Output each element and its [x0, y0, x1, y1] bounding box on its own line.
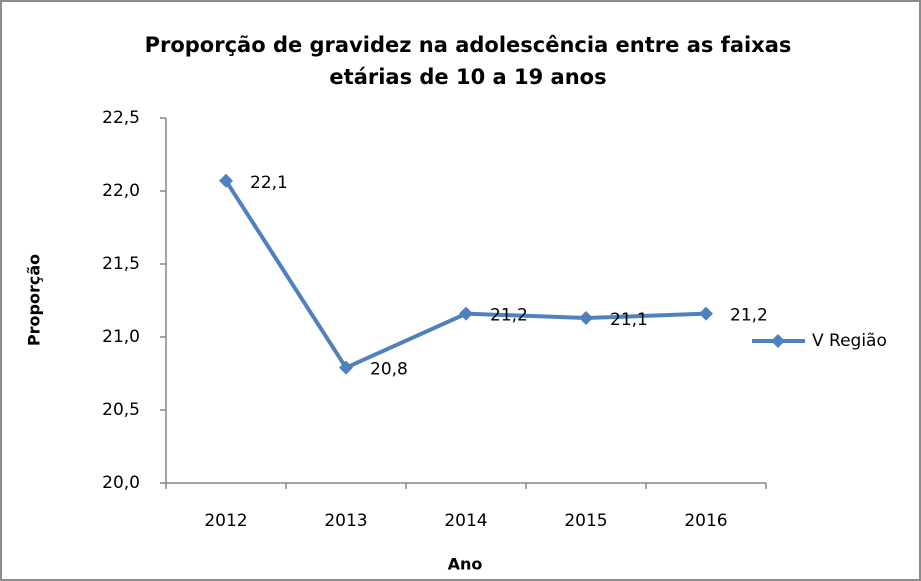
- x-tick-label: 2014: [444, 511, 487, 531]
- y-tick-label: 22,5: [102, 108, 140, 128]
- data-point: [699, 306, 713, 321]
- legend-label: V Região: [812, 331, 887, 351]
- y-tick-label: 22,0: [102, 181, 140, 201]
- data-point: [339, 360, 353, 375]
- data-label: 21,1: [610, 310, 648, 330]
- x-axis-title: Ano: [448, 555, 483, 574]
- data-point: [219, 173, 233, 188]
- y-tick-label: 21,5: [102, 254, 140, 274]
- legend-marker: [771, 334, 785, 348]
- data-point: [579, 311, 593, 326]
- data-label: 21,2: [490, 306, 528, 326]
- data-label: 20,8: [370, 360, 408, 380]
- y-axis-title: Proporção: [25, 254, 44, 346]
- y-tick-label: 20,0: [102, 473, 140, 493]
- chart-title: Proporção de gravidez na adolescência en…: [145, 33, 792, 57]
- y-tick-label: 20,5: [102, 400, 140, 420]
- x-tick-label: 2012: [204, 511, 247, 531]
- data-point: [459, 306, 473, 321]
- data-label: 21,2: [730, 306, 768, 326]
- x-tick-label: 2013: [324, 511, 367, 531]
- chart-title: etárias de 10 a 19 anos: [329, 65, 606, 89]
- data-label: 22,1: [250, 173, 288, 193]
- y-tick-label: 21,0: [102, 327, 140, 347]
- x-tick-label: 2016: [684, 511, 727, 531]
- x-tick-label: 2015: [564, 511, 607, 531]
